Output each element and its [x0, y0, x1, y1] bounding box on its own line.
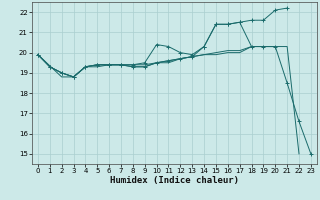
X-axis label: Humidex (Indice chaleur): Humidex (Indice chaleur): [110, 176, 239, 185]
